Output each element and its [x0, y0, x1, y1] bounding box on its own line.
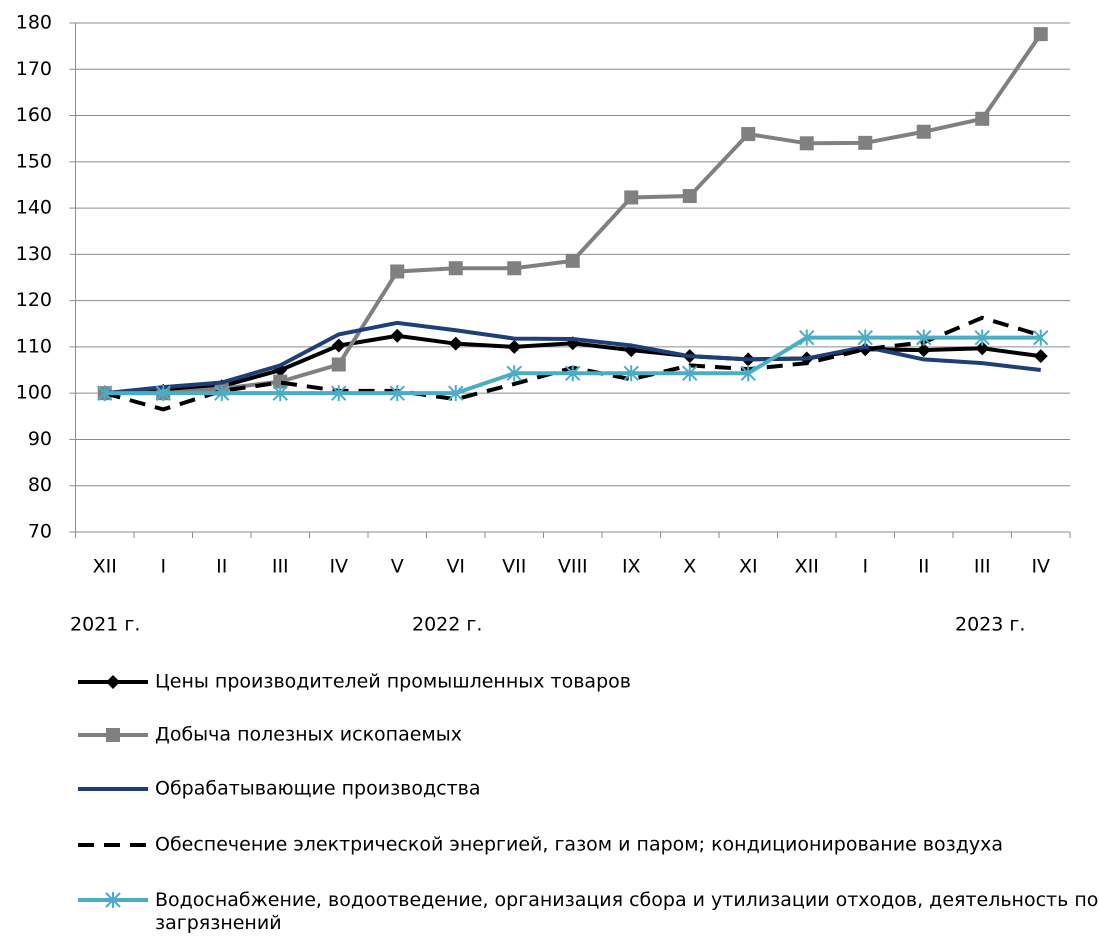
year-label: 2021 г.	[70, 614, 140, 636]
y-tick-label: 110	[16, 335, 52, 357]
x-tick-label: XII	[795, 556, 819, 578]
legend-label: Обеспечение электрической энергией, газо…	[155, 834, 1003, 856]
marker	[272, 385, 288, 402]
marker	[331, 385, 347, 402]
marker	[155, 385, 171, 402]
y-tick-label: 150	[16, 150, 52, 172]
y-tick-label: 90	[28, 428, 52, 450]
marker	[741, 127, 756, 142]
marker	[389, 385, 405, 402]
series-line	[104, 320, 1041, 396]
marker	[331, 357, 346, 372]
marker	[1033, 329, 1049, 346]
marker	[448, 336, 463, 351]
y-tick-label: 160	[16, 104, 52, 126]
marker	[106, 728, 120, 742]
y-tick-label: 170	[16, 58, 52, 80]
year-label: 2022 г.	[412, 614, 482, 636]
marker	[507, 261, 522, 276]
marker	[624, 190, 639, 205]
marker	[105, 892, 121, 908]
marker	[448, 385, 464, 402]
legend-label: Водоснабжение, водоотведение, организаци…	[155, 889, 1099, 934]
marker	[565, 365, 581, 382]
legend-line: загрязнений	[155, 912, 282, 934]
x-tick-label: I	[160, 556, 166, 578]
x-tick-label: II	[216, 556, 227, 578]
x-tick-label: VI	[446, 556, 465, 578]
x-tick-label: III	[272, 556, 289, 578]
marker	[1033, 27, 1048, 42]
marker	[273, 374, 288, 389]
marker	[857, 329, 873, 346]
y-tick-label: 70	[28, 521, 52, 543]
marker	[390, 328, 405, 343]
marker	[331, 338, 346, 353]
x-tick-label: IV	[1031, 556, 1050, 578]
marker	[565, 253, 580, 268]
x-tick-label: VII	[502, 556, 526, 578]
marker	[682, 189, 697, 204]
x-tick-label: V	[391, 556, 404, 578]
x-tick-label: III	[974, 556, 991, 578]
marker	[506, 365, 522, 382]
legend-label: Добыча полезных ископаемых	[155, 724, 462, 746]
x-tick-label: VIII	[558, 556, 588, 578]
y-tick-label: 180	[16, 12, 52, 34]
legend-label: Цены производителей промышленных товаров	[155, 671, 631, 693]
y-tick-label: 140	[16, 197, 52, 219]
marker	[975, 341, 990, 356]
x-tick-label: I	[862, 556, 868, 578]
x-tick-label: IX	[622, 556, 641, 578]
x-tick-label: IV	[329, 556, 348, 578]
y-tick-label: 120	[16, 289, 52, 311]
x-tick-label: XI	[739, 556, 758, 578]
marker	[916, 343, 931, 358]
marker	[916, 124, 931, 139]
x-tick-label: II	[918, 556, 929, 578]
y-tick-label: 130	[16, 243, 52, 265]
y-tick-label: 100	[16, 382, 52, 404]
x-tick-label: XII	[93, 556, 117, 578]
marker	[975, 111, 990, 126]
marker	[97, 385, 113, 402]
y-tick-label: 80	[28, 474, 52, 496]
marker	[1033, 349, 1048, 364]
marker	[799, 329, 815, 346]
series-line	[104, 315, 1042, 412]
marker	[916, 329, 932, 346]
marker	[214, 385, 230, 402]
year-label: 2023 г.	[955, 614, 1025, 636]
marker	[507, 339, 522, 354]
marker	[682, 365, 698, 382]
legend-label: Обрабатывающие производства	[155, 778, 481, 800]
x-tick-label: X	[683, 556, 696, 578]
marker	[106, 675, 120, 689]
marker	[448, 261, 463, 276]
marker	[623, 365, 639, 382]
legend-line: Водоснабжение, водоотведение, организаци…	[155, 889, 1099, 911]
marker	[858, 135, 873, 150]
marker	[799, 136, 814, 151]
marker	[974, 329, 990, 346]
marker	[390, 264, 405, 279]
marker	[740, 365, 756, 382]
